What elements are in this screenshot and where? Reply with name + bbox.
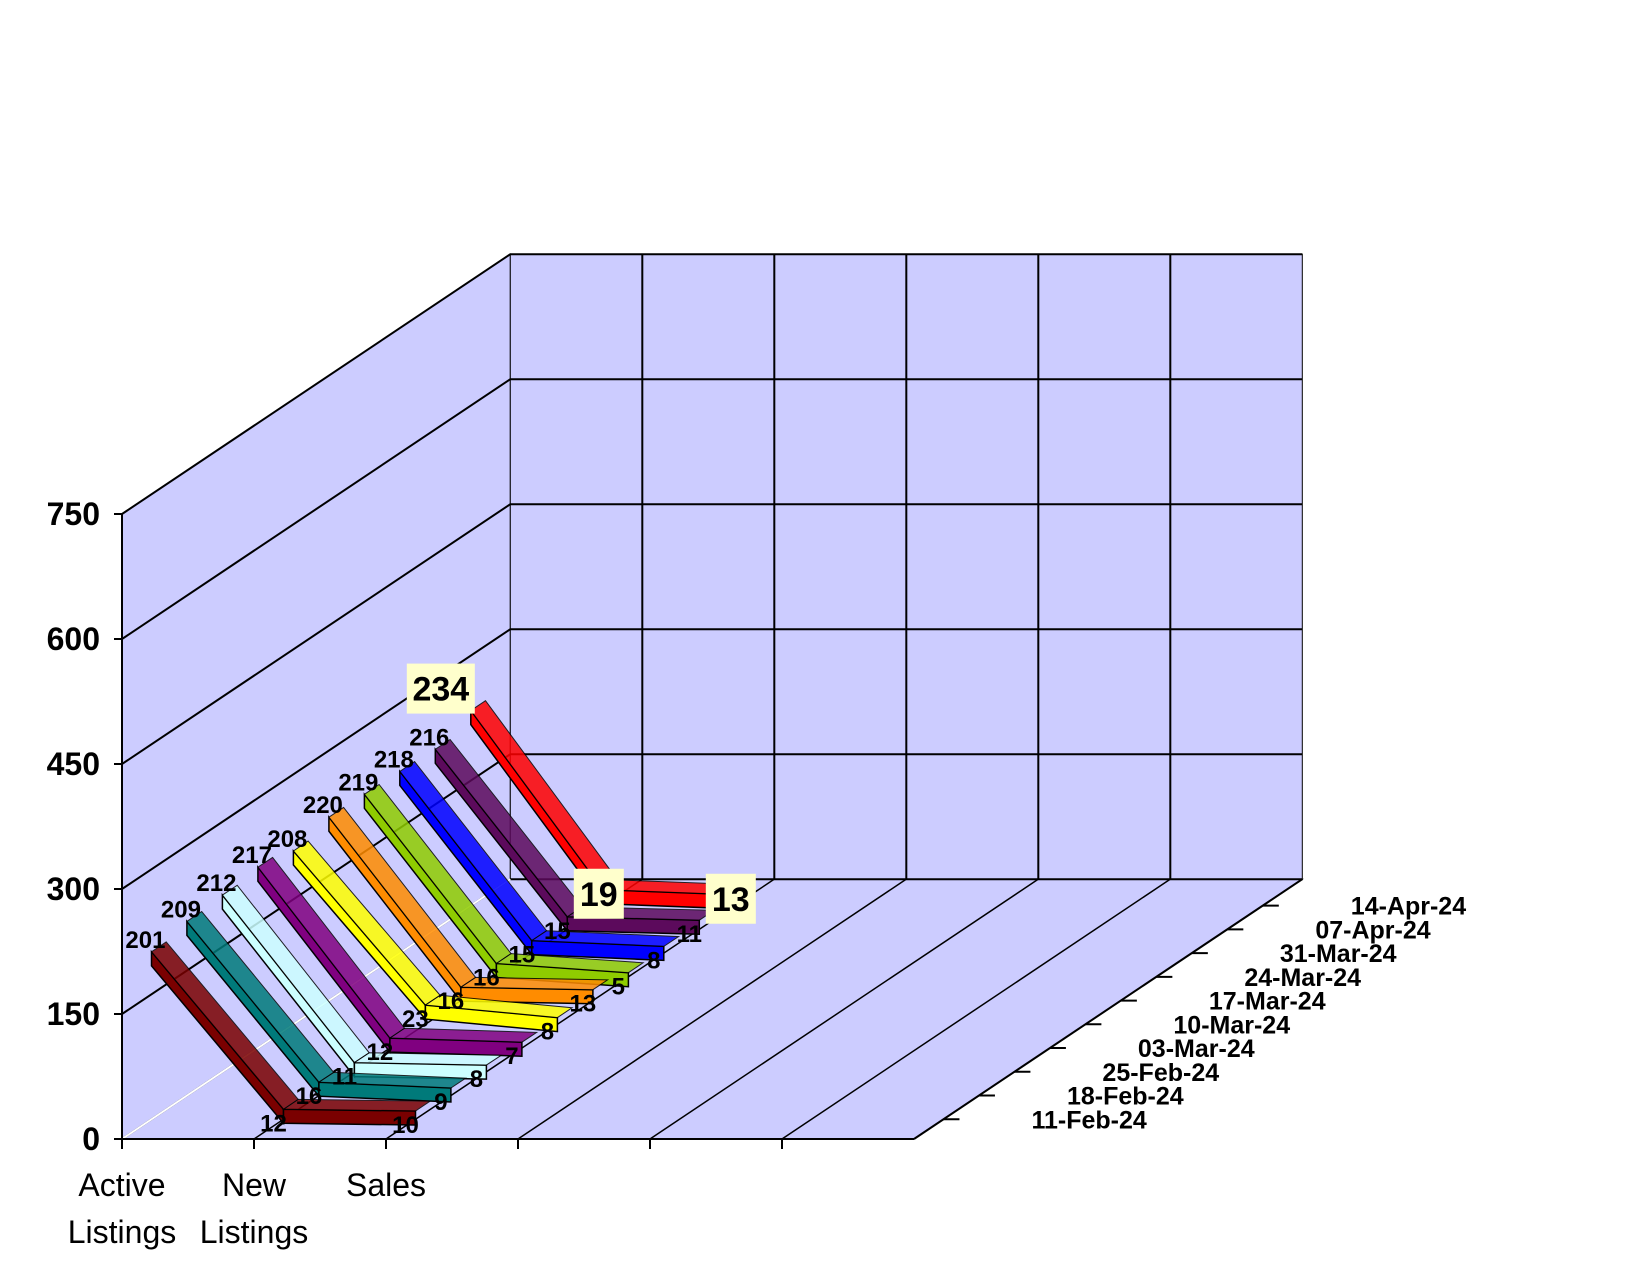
- series-ribbon-top-10-Mar-24-1: [423, 994, 574, 1019]
- depth-label: 17-Mar-24: [1209, 988, 1326, 1016]
- data-label: 19: [580, 876, 618, 914]
- depth-label: 14-Apr-24: [1351, 893, 1466, 921]
- depth-label: 25-Feb-24: [1102, 1059, 1219, 1087]
- series-ribbon-top-17-Mar-24-1: [459, 976, 610, 991]
- data-label: 15: [508, 942, 535, 969]
- x-category-label: New: [222, 1167, 287, 1203]
- series-ribbon-top-11-Feb-24-1: [281, 1098, 432, 1112]
- depth-label: 10-Mar-24: [1173, 1011, 1290, 1039]
- depth-label: 24-Mar-24: [1244, 964, 1361, 992]
- series-ribbon-top-18-Feb-24-1: [317, 1071, 468, 1089]
- data-label: 9: [434, 1089, 447, 1116]
- data-label: 16: [473, 964, 500, 991]
- data-label: 220: [303, 792, 343, 819]
- data-label: 15: [544, 918, 571, 945]
- x-category-label: Listings: [200, 1214, 309, 1250]
- series-ribbon-top-25-Feb-24-1: [352, 1052, 503, 1066]
- y-tick-label: 450: [47, 746, 100, 782]
- y-tick-label: 300: [47, 871, 100, 907]
- data-label: 16: [438, 988, 465, 1015]
- x-category-label: Active: [78, 1167, 165, 1203]
- data-label: 234: [412, 671, 469, 709]
- data-label: 209: [161, 896, 201, 923]
- chart-data-labels: 201 12 10 209 16 9 212 11 8 217 12 7 208 23 8 220 16 13 21…: [125, 663, 756, 1139]
- x-category-label: Sales: [346, 1167, 426, 1203]
- data-label: 10: [392, 1112, 419, 1139]
- series-ribbon-top-03-Mar-24-1: [388, 1027, 539, 1043]
- data-label: 208: [267, 826, 307, 853]
- data-label: 12: [260, 1110, 287, 1137]
- floor-gridline: [517, 878, 907, 1140]
- data-label: 201: [125, 927, 165, 954]
- data-label-box: [705, 873, 756, 924]
- data-label: 217: [232, 842, 272, 869]
- data-label: 11: [677, 921, 702, 948]
- depth-label: 07-Apr-24: [1315, 916, 1430, 944]
- chart-series: [150, 700, 752, 1126]
- data-label-box: [406, 663, 475, 714]
- data-label: 8: [470, 1066, 483, 1093]
- depth-label: 11-Feb-24: [1031, 1106, 1146, 1134]
- floor-gridline: [649, 878, 1039, 1140]
- y-tick-label: 150: [47, 996, 100, 1032]
- data-label: 12: [367, 1039, 394, 1066]
- series-ribbon-top-31-Mar-24-1: [530, 930, 681, 947]
- data-label: 8: [541, 1019, 554, 1046]
- depth-label: 31-Mar-24: [1280, 940, 1397, 968]
- y-tick-label: 750: [47, 496, 100, 532]
- data-label: 212: [196, 870, 236, 897]
- data-label: 13: [570, 991, 597, 1018]
- data-label: 11: [332, 1064, 357, 1091]
- series-ribbon-top-24-Mar-24-1: [494, 953, 645, 974]
- data-label: 216: [409, 724, 449, 751]
- y-tick-label: 0: [82, 1121, 100, 1157]
- depth-axis: [913, 878, 1303, 1140]
- data-label: 7: [505, 1043, 518, 1070]
- data-label: 8: [647, 947, 660, 974]
- data-label: 16: [296, 1083, 323, 1110]
- data-label: 219: [338, 769, 378, 796]
- data-label-box: [573, 868, 624, 919]
- floor-gridline: [781, 878, 1171, 1140]
- depth-label: 03-Mar-24: [1138, 1035, 1255, 1063]
- data-label: 23: [402, 1006, 429, 1033]
- data-label: 5: [612, 974, 625, 1001]
- x-category-label: Listings: [68, 1214, 177, 1250]
- y-tick-label: 600: [47, 621, 100, 657]
- data-label: 13: [712, 881, 750, 919]
- data-label: 218: [374, 746, 414, 773]
- depth-label: 18-Feb-24: [1067, 1083, 1184, 1111]
- chart-axes: 0 150 300 450 600 750 Active Listings New Listing…: [47, 496, 1467, 1250]
